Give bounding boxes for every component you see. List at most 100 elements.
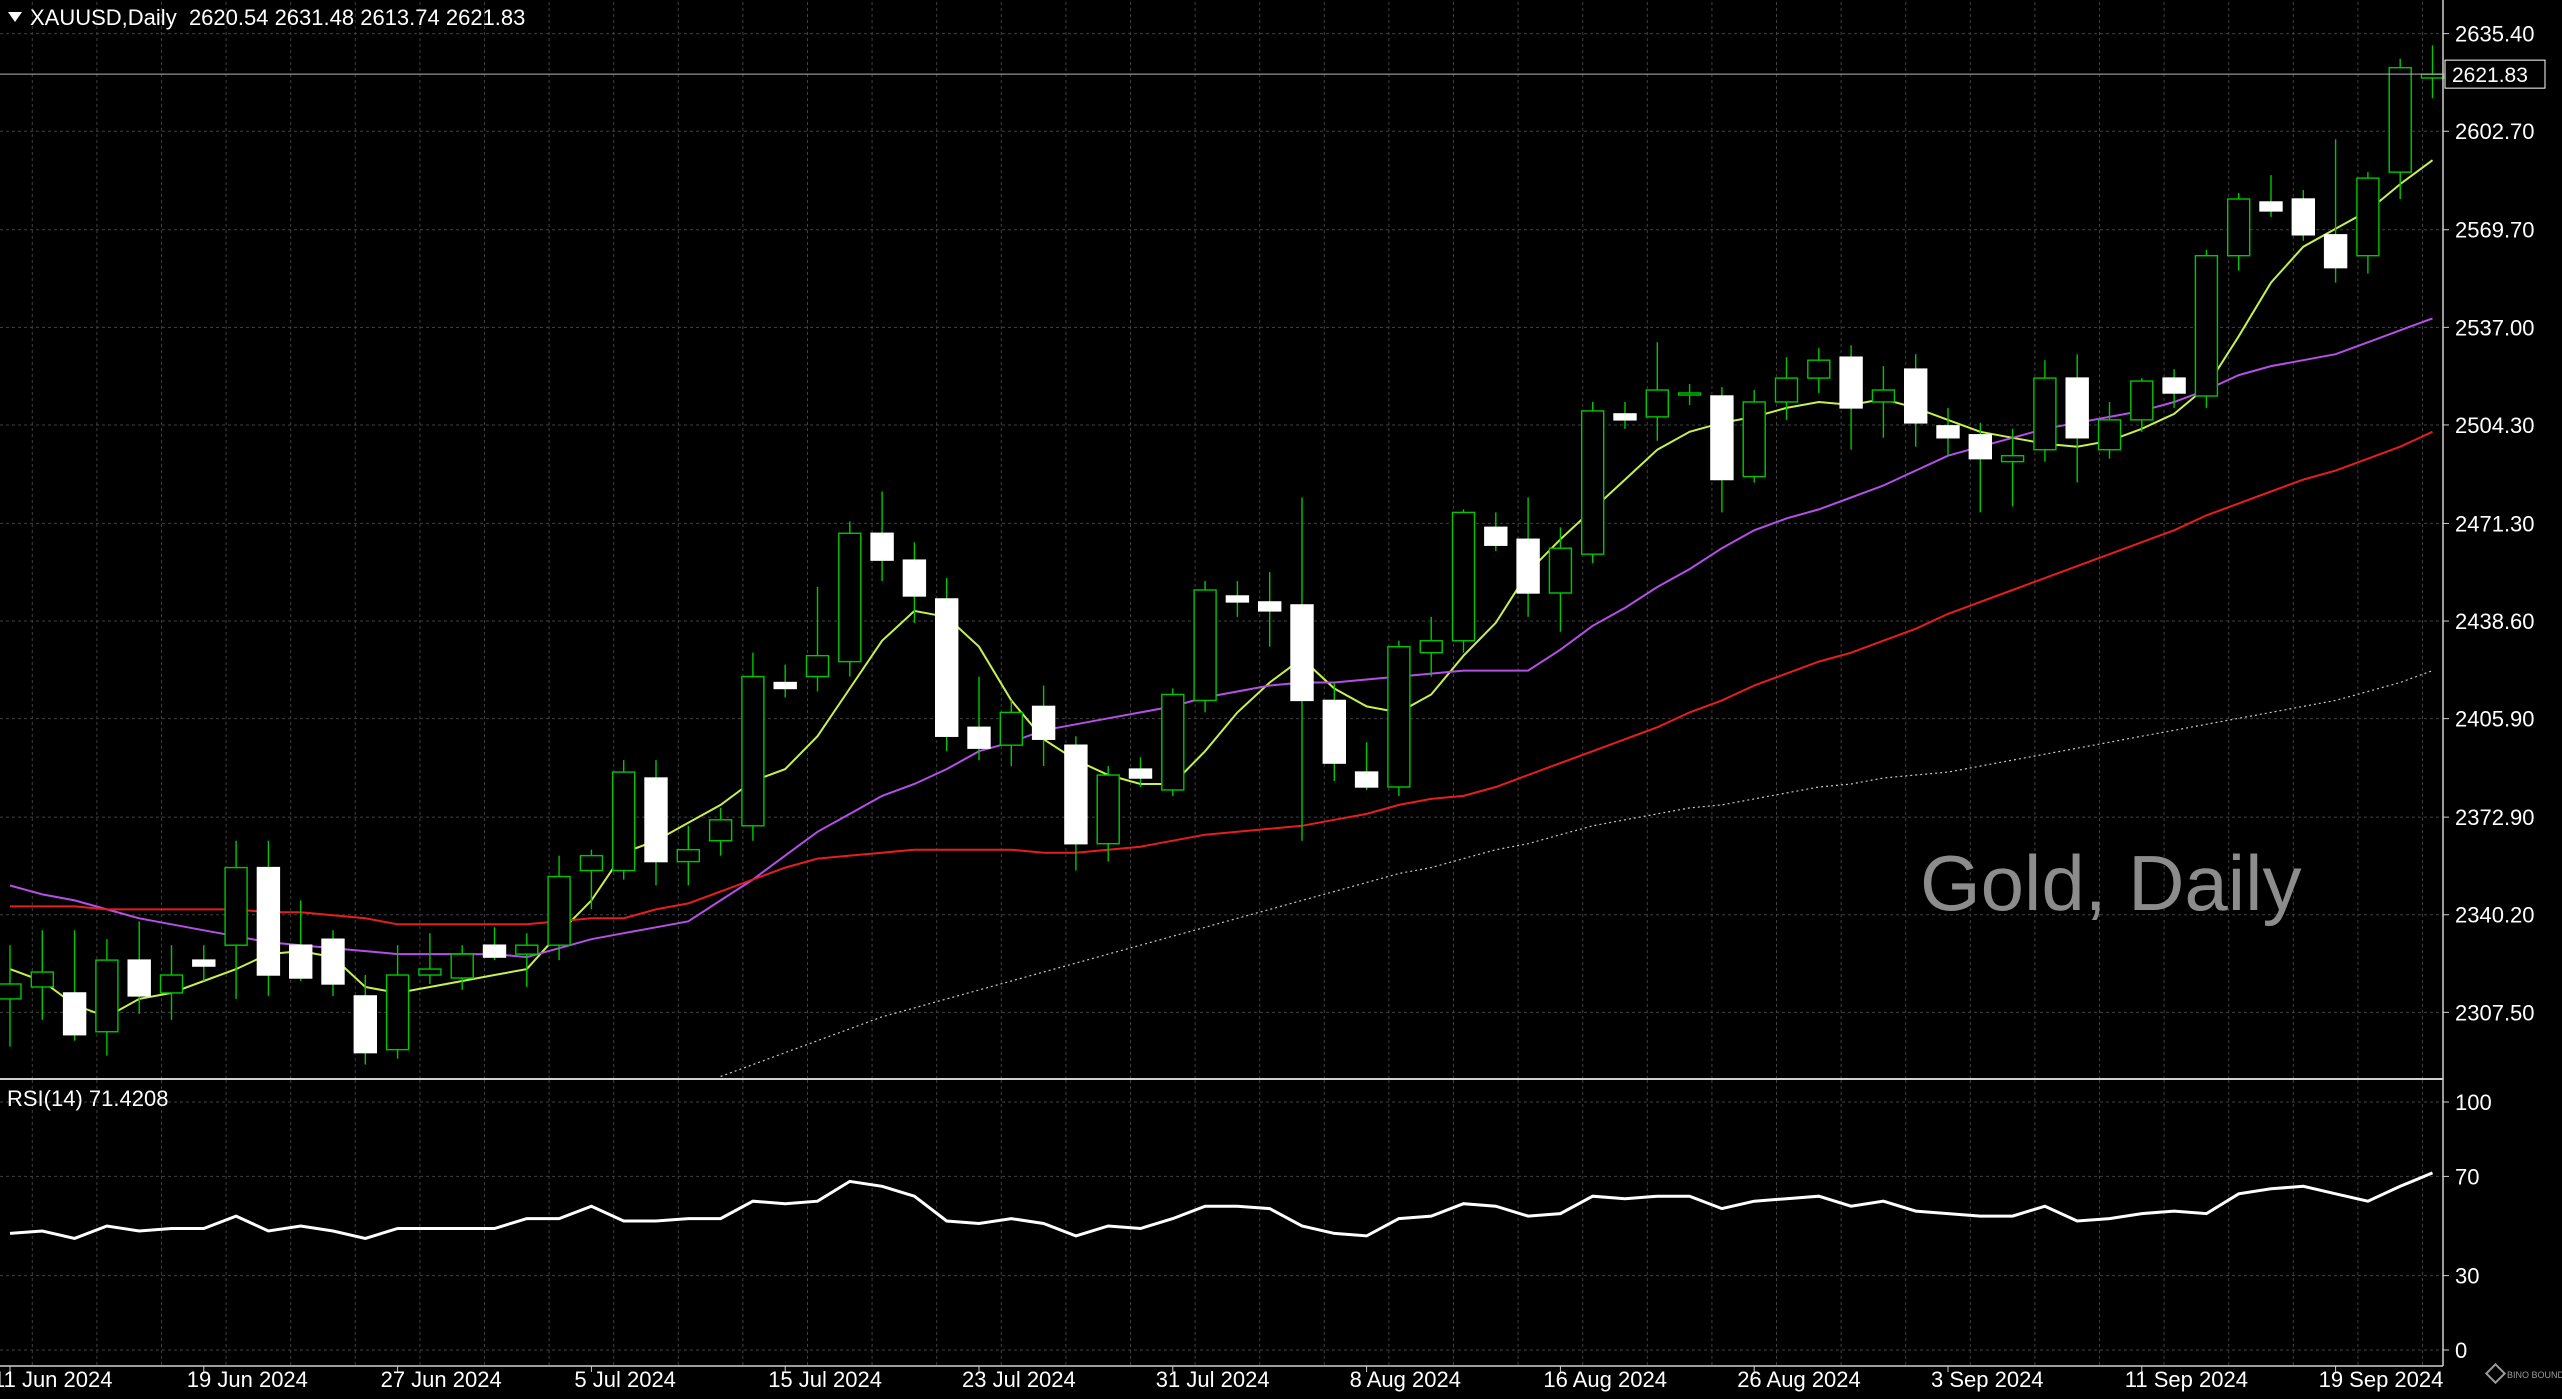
candle bbox=[1774, 357, 1799, 420]
candle-body bbox=[353, 995, 377, 1054]
price-axis[interactable]: 2307.50 2340.20 2372.90 2405.90 2438.60 2471.… bbox=[2443, 22, 2535, 1026]
candle bbox=[1871, 366, 1896, 438]
chart-header: XAUUSD,Daily 2620.54 2631.48 2613.74 262… bbox=[8, 5, 525, 31]
candle bbox=[192, 945, 216, 981]
candle bbox=[1225, 581, 1250, 617]
time-tick-label: 11 Sep 2024 bbox=[2125, 1367, 2248, 1392]
price-tick-label: 2471.30 bbox=[2455, 511, 2535, 536]
candle bbox=[1451, 509, 1476, 653]
ohlc-values: 2620.54 2631.48 2613.74 2621.83 bbox=[188, 5, 526, 30]
candle-body bbox=[1257, 601, 1282, 612]
candle-body bbox=[579, 854, 604, 872]
candle-body bbox=[321, 938, 345, 985]
candle-body bbox=[1807, 359, 1831, 379]
time-tick-label: 8 Aug 2024 bbox=[1350, 1367, 1461, 1392]
price-tick-label: 2307.50 bbox=[2455, 1000, 2535, 1025]
candle bbox=[1354, 742, 1379, 790]
candle bbox=[2065, 354, 2089, 483]
candle bbox=[612, 760, 636, 880]
candle bbox=[547, 855, 571, 961]
panel-frame bbox=[0, 0, 2444, 1367]
candle-body bbox=[450, 953, 474, 979]
candle bbox=[256, 840, 281, 996]
candle-body bbox=[127, 959, 151, 997]
candle-body bbox=[2356, 177, 2380, 257]
candle bbox=[1096, 766, 1120, 862]
candle-body bbox=[2323, 234, 2348, 269]
current-price-box bbox=[2444, 59, 2546, 89]
candle bbox=[967, 676, 991, 761]
candle-body bbox=[289, 944, 313, 979]
rsi-line bbox=[9, 1171, 2434, 1240]
candle bbox=[708, 807, 733, 856]
candle bbox=[999, 700, 1023, 767]
candle bbox=[870, 491, 894, 582]
candle-body bbox=[773, 681, 797, 690]
candle bbox=[289, 900, 313, 981]
candle bbox=[482, 927, 507, 961]
price-tick-label: 2635.40 bbox=[2455, 22, 2535, 47]
time-tick-label: 15 Jul 2024 bbox=[768, 1367, 882, 1392]
candle-body bbox=[676, 848, 700, 863]
candle bbox=[1807, 348, 1831, 394]
candle bbox=[1968, 422, 1993, 513]
candle bbox=[1580, 401, 1605, 564]
candle-body bbox=[95, 959, 119, 1033]
candle bbox=[1257, 572, 1282, 647]
candle-body bbox=[1871, 389, 1896, 403]
candle-body bbox=[1451, 511, 1476, 642]
candle bbox=[838, 521, 862, 677]
time-tick-label: 23 Jul 2024 bbox=[962, 1367, 1076, 1392]
candle-body bbox=[224, 866, 248, 946]
candle bbox=[644, 760, 668, 886]
candle-body bbox=[1903, 368, 1928, 424]
candle bbox=[1193, 581, 1217, 713]
candle-body bbox=[2259, 201, 2283, 212]
time-tick-label: 16 Aug 2024 bbox=[1543, 1367, 1667, 1392]
time-tick-label: 19 Sep 2024 bbox=[2319, 1367, 2444, 1392]
candle bbox=[1128, 757, 1153, 787]
candle-body bbox=[418, 968, 442, 976]
candle bbox=[2388, 58, 2412, 199]
candle bbox=[2097, 401, 2122, 459]
candle-body bbox=[159, 974, 184, 994]
candle-body bbox=[1161, 693, 1185, 791]
candle-body bbox=[2291, 198, 2316, 236]
time-tick-label: 11 Jun 2024 bbox=[0, 1367, 112, 1392]
candle bbox=[2162, 369, 2186, 408]
candle bbox=[773, 664, 797, 698]
candle-body bbox=[999, 711, 1023, 746]
candle bbox=[1161, 688, 1185, 796]
candle bbox=[2033, 360, 2057, 462]
logo-diamond-icon bbox=[2484, 1362, 2507, 1385]
candle-body bbox=[482, 944, 507, 958]
rsi-tick-label: 0 bbox=[2455, 1338, 2467, 1363]
candle-body bbox=[2226, 198, 2251, 257]
rsi-tick-label: 100 bbox=[2455, 1090, 2492, 1115]
candle-body bbox=[708, 819, 733, 842]
time-tick-label: 3 Sep 2024 bbox=[1931, 1367, 2044, 1392]
time-tick-label: 5 Jul 2024 bbox=[574, 1367, 676, 1392]
candle bbox=[1290, 497, 1314, 841]
time-tick-label: 19 Jun 2024 bbox=[187, 1367, 308, 1392]
candle-body bbox=[1290, 604, 1314, 702]
rsi-axis: 100 70 30 0 bbox=[2443, 1090, 2492, 1363]
time-tick-label: 27 Jun 2024 bbox=[381, 1367, 502, 1392]
candle bbox=[2291, 190, 2316, 241]
dropdown-triangle-icon[interactable] bbox=[8, 12, 22, 22]
candle bbox=[2226, 193, 2251, 271]
candle-body bbox=[838, 532, 862, 663]
candle-body bbox=[935, 598, 959, 737]
candle bbox=[1742, 390, 1766, 483]
time-axis[interactable]: 11 Jun 2024 19 Jun 2024 27 Jun 2024 5 Jul 2… bbox=[0, 1366, 2443, 1392]
candle-body bbox=[1645, 389, 1670, 418]
candle-body bbox=[1128, 768, 1153, 779]
current-price-label: 2621.83 bbox=[2452, 64, 2528, 87]
candle bbox=[450, 945, 474, 990]
candle bbox=[1387, 640, 1411, 796]
candle-body bbox=[902, 559, 927, 597]
candle-body bbox=[967, 726, 991, 749]
candle-body bbox=[1742, 401, 1766, 478]
candle bbox=[1484, 512, 1508, 552]
